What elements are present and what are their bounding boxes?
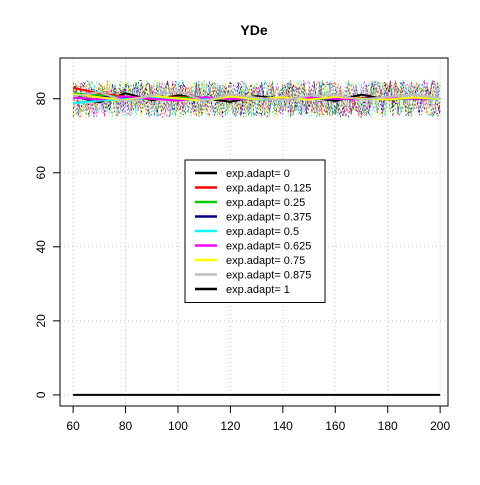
legend-label: exp.adapt= 0.25 [226,197,305,209]
sample-path [72,80,441,118]
sample-path [72,79,441,118]
x-tick-label: 180 [378,419,398,433]
legend-label: exp.adapt= 0.125 [226,183,311,195]
sample-path [72,80,441,118]
sample-path [72,80,441,118]
y-tick-label: 40 [34,240,48,254]
series-lines [72,86,441,396]
x-tick-label: 80 [119,419,133,433]
legend: exp.adapt= 0 exp.adapt= 0.125 exp.adapt= 0… [184,159,326,303]
x-tick-label: 120 [220,419,240,433]
chart-title: YDe [240,22,267,38]
legend-label: exp.adapt= 0 [226,168,290,180]
x-tick-label: 60 [66,419,80,433]
x-axis: 60 80 100 120 140 160 180 200 [66,405,450,433]
series-line-7 [72,90,441,103]
x-tick-label: 140 [273,419,293,433]
legend-label: exp.adapt= 0.375 [226,212,311,224]
x-tick-label: 160 [325,419,345,433]
legend-label: exp.adapt= 0.5 [226,226,299,238]
x-tick-label: 100 [168,419,188,433]
y-tick-label: 60 [34,166,48,180]
y-tick-label: 0 [34,391,48,398]
sample-path [72,79,441,118]
sample-path [72,79,441,119]
y-tick-label: 20 [34,314,48,328]
sample-path [72,80,441,118]
legend-label: exp.adapt= 1 [226,284,290,296]
y-axis: 0 20 40 60 80 [34,92,61,398]
sample-path [72,80,441,119]
y-tick-label: 80 [34,92,48,106]
legend-label: exp.adapt= 0.75 [226,255,305,267]
legend-label: exp.adapt= 0.875 [226,270,311,282]
legend-label: exp.adapt= 0.625 [226,241,311,253]
x-tick-label: 200 [430,419,450,433]
